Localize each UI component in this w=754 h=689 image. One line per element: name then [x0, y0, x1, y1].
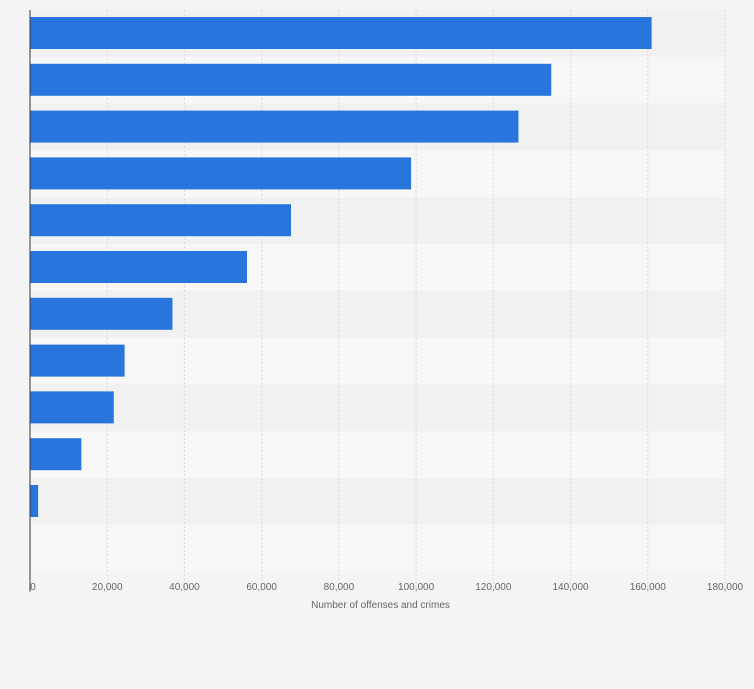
bar[interactable]	[30, 344, 125, 377]
bar[interactable]	[30, 63, 552, 96]
x-tick-label: 140,000	[552, 582, 589, 593]
bar[interactable]	[30, 297, 173, 330]
row-band	[30, 524, 725, 572]
x-tick-label: 0	[30, 582, 36, 593]
x-tick-label: 180,000	[707, 582, 744, 593]
row-band	[30, 478, 725, 525]
x-tick-label: 120,000	[475, 582, 512, 593]
bar[interactable]	[30, 485, 39, 517]
x-tick-label: 20,000	[92, 582, 123, 593]
x-tick-label: 100,000	[398, 582, 435, 593]
bars	[30, 17, 652, 517]
bar[interactable]	[30, 110, 519, 143]
x-tick-label: 160,000	[630, 582, 667, 593]
row-band	[30, 337, 725, 385]
bar[interactable]	[30, 438, 82, 471]
bar[interactable]	[30, 204, 292, 237]
x-tick-label: 60,000	[246, 582, 277, 593]
bar[interactable]	[30, 251, 247, 283]
gridlines	[106, 10, 726, 592]
row-band	[30, 384, 725, 432]
bar[interactable]	[30, 391, 114, 424]
x-tick-label: 80,000	[324, 582, 355, 593]
x-axis-ticks: 0 20,000 40,000 60,000 80,000 100,000 120,000 1…	[30, 582, 743, 593]
bar[interactable]	[30, 157, 412, 190]
x-tick-label: 40,000	[169, 582, 200, 593]
x-axis-title: Number of offenses and crimes	[311, 600, 450, 611]
bar[interactable]	[30, 17, 652, 49]
row-band	[30, 431, 725, 478]
